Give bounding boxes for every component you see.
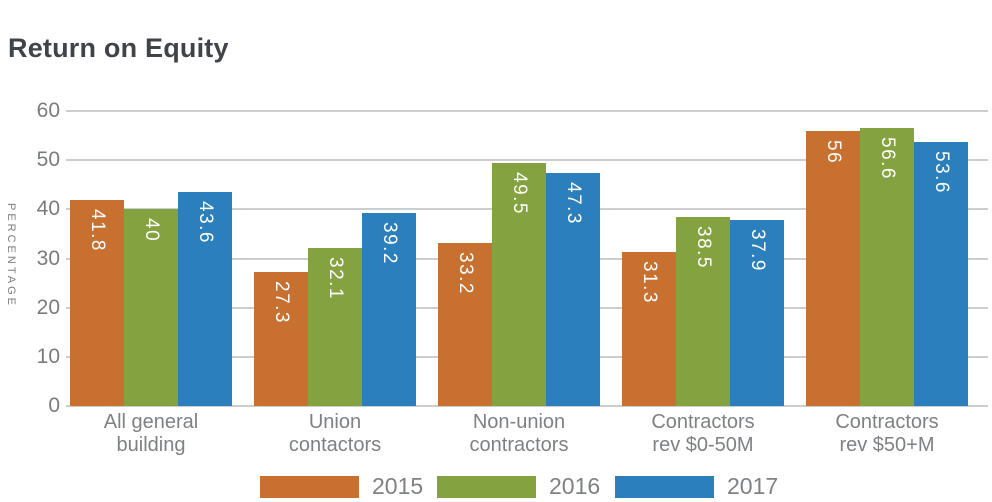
bar-value-label: 56	[823, 139, 844, 164]
y-tick-label-10: 10	[36, 344, 60, 368]
y-tick-label-60: 60	[36, 99, 60, 122]
bar-value-label: 37.9	[747, 228, 768, 272]
x-axis-label-line: Contractors	[651, 411, 755, 433]
chart-title: Return on Equity	[8, 33, 229, 63]
legend-swatch-2016	[437, 476, 536, 498]
legend-item-2017: 2017	[615, 473, 778, 499]
bar-value-label: 53.6	[931, 151, 952, 195]
bar-value-label: 41.8	[87, 209, 108, 253]
x-axis-label-category-0: All general building	[51, 411, 251, 457]
gridline-50	[66, 159, 988, 162]
x-axis-label-line: rev $0-50M	[652, 434, 754, 456]
x-axis-label-category-3: Contractors rev $0-50M	[603, 411, 803, 457]
bar-2017-category-2: 47.3	[546, 173, 600, 406]
gridline-0	[66, 405, 988, 407]
legend-swatch-2017	[615, 476, 714, 498]
x-axis-label-line: All general	[103, 411, 199, 433]
bar-2016-category-2: 49.5	[492, 162, 546, 406]
y-tick-label-50: 50	[36, 148, 60, 172]
legend-item-2015: 2015	[260, 473, 423, 499]
bar-2017-category-0: 43.6	[178, 191, 232, 406]
gridline-60	[66, 110, 988, 112]
x-axis-label-line: building	[116, 434, 186, 456]
x-axis-label-category-2: Non-union contractors	[419, 411, 619, 457]
bar-value-label: 43.6	[195, 200, 216, 244]
bar-value-label: 40	[141, 218, 162, 243]
bar-value-label: 33.2	[455, 251, 476, 295]
x-axis-label-line: contractors	[469, 434, 569, 456]
bar-2016-category-3: 38.5	[676, 216, 730, 406]
y-tick-label-40: 40	[36, 197, 60, 221]
legend-label-2015: 2015	[372, 473, 424, 499]
bar-2015-category-1: 27.3	[254, 271, 308, 406]
y-axis-title: PERCENTAGE	[5, 202, 17, 308]
bar-2016-category-0: 40	[124, 209, 178, 406]
bar-2015-category-2: 33.2	[438, 242, 492, 406]
y-tick-label-0: 0	[48, 394, 60, 417]
y-tick-label-20: 20	[36, 295, 60, 319]
x-axis-label-line: Non-union	[472, 411, 566, 433]
y-tick-label-30: 30	[36, 246, 60, 270]
x-axis-label-category-4: Contractors rev $50+M	[787, 411, 987, 457]
bar-value-label: 47.3	[563, 182, 584, 226]
bar-2017-category-1: 39.2	[362, 213, 416, 406]
bar-2015-category-3: 31.3	[622, 252, 676, 406]
legend-swatch-2015	[260, 476, 359, 498]
legend-item-2016: 2016	[437, 473, 600, 499]
y-axis-title-container: PERCENTAGE	[0, 150, 22, 360]
x-axis-label-line: Contractors	[835, 411, 939, 433]
bar-value-label: 49.5	[509, 171, 530, 215]
bar-value-label: 38.5	[693, 225, 714, 269]
legend-label-2017: 2017	[727, 473, 779, 499]
bar-value-label: 31.3	[639, 261, 660, 305]
bar-value-label: 39.2	[379, 222, 400, 266]
legend-label-2016: 2016	[549, 473, 601, 499]
x-axis-label-line: rev $50+M	[839, 434, 935, 456]
bar-value-label: 56.6	[877, 136, 898, 180]
bar-2016-category-4: 56.6	[860, 127, 914, 406]
x-axis-label-line: contactors	[288, 434, 382, 456]
bar-value-label: 32.1	[325, 257, 346, 301]
bar-value-label: 27.3	[271, 280, 292, 324]
bar-2015-category-4: 56	[806, 130, 860, 406]
bar-2017-category-3: 37.9	[730, 219, 784, 406]
x-axis-label-category-1: Union contactors	[235, 411, 435, 457]
bar-2016-category-1: 32.1	[308, 248, 362, 406]
x-axis-label-line: Union	[308, 411, 362, 433]
bar-2017-category-4: 53.6	[914, 142, 968, 406]
bar-2015-category-0: 41.8	[70, 200, 124, 406]
